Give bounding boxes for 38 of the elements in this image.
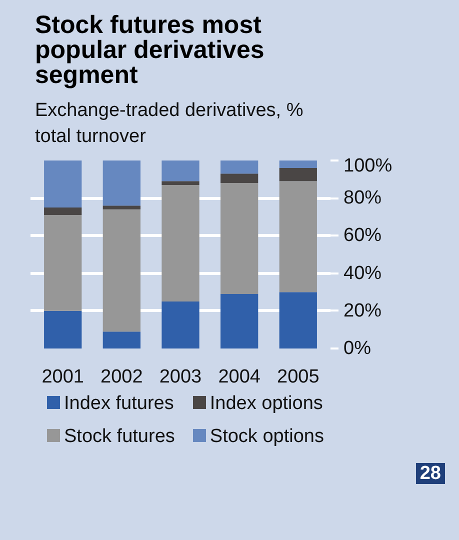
legend-label: Index options [208, 392, 324, 416]
bar [279, 168, 317, 182]
bar [44, 208, 82, 216]
legend-label: Index futures [63, 392, 175, 416]
bar [44, 310, 82, 348]
chart-subtitle: Exchange-traded derivatives, % total turnover [35, 99, 304, 149]
x-tick-label: 2001 [42, 366, 84, 388]
y-tick-label: 20% [344, 300, 382, 322]
bar [162, 160, 200, 182]
y-tick-label: 80% [344, 188, 382, 209]
bar [220, 160, 258, 174]
bar [102, 206, 140, 210]
y-tick-label: 100% [344, 156, 392, 176]
bar [279, 160, 317, 168]
x-tick-label: 2002 [100, 366, 143, 388]
y-tick-label: 60% [344, 225, 382, 246]
bar [44, 215, 82, 311]
bar [44, 160, 82, 208]
x-tick-label: 2004 [218, 366, 261, 388]
bar [220, 294, 258, 348]
x-tick-label: 2003 [159, 366, 202, 388]
x-tick-label: 2005 [277, 366, 320, 388]
text: 28 [416, 463, 445, 484]
y-tick-label: 0% [344, 338, 372, 359]
legend-label: Stock options [208, 425, 324, 450]
bar [220, 174, 258, 184]
y-tick-label: 40% [344, 262, 382, 284]
bar [102, 160, 140, 206]
bar [279, 292, 317, 348]
chart-title: Stock futures most popular derivatives segment [35, 11, 266, 89]
bar [279, 181, 317, 292]
bar [220, 183, 258, 294]
bar [162, 302, 200, 348]
bar [162, 184, 200, 302]
legend-label: Stock futures [63, 425, 175, 450]
bar [162, 181, 200, 185]
bar [102, 209, 140, 332]
bar [102, 332, 140, 348]
